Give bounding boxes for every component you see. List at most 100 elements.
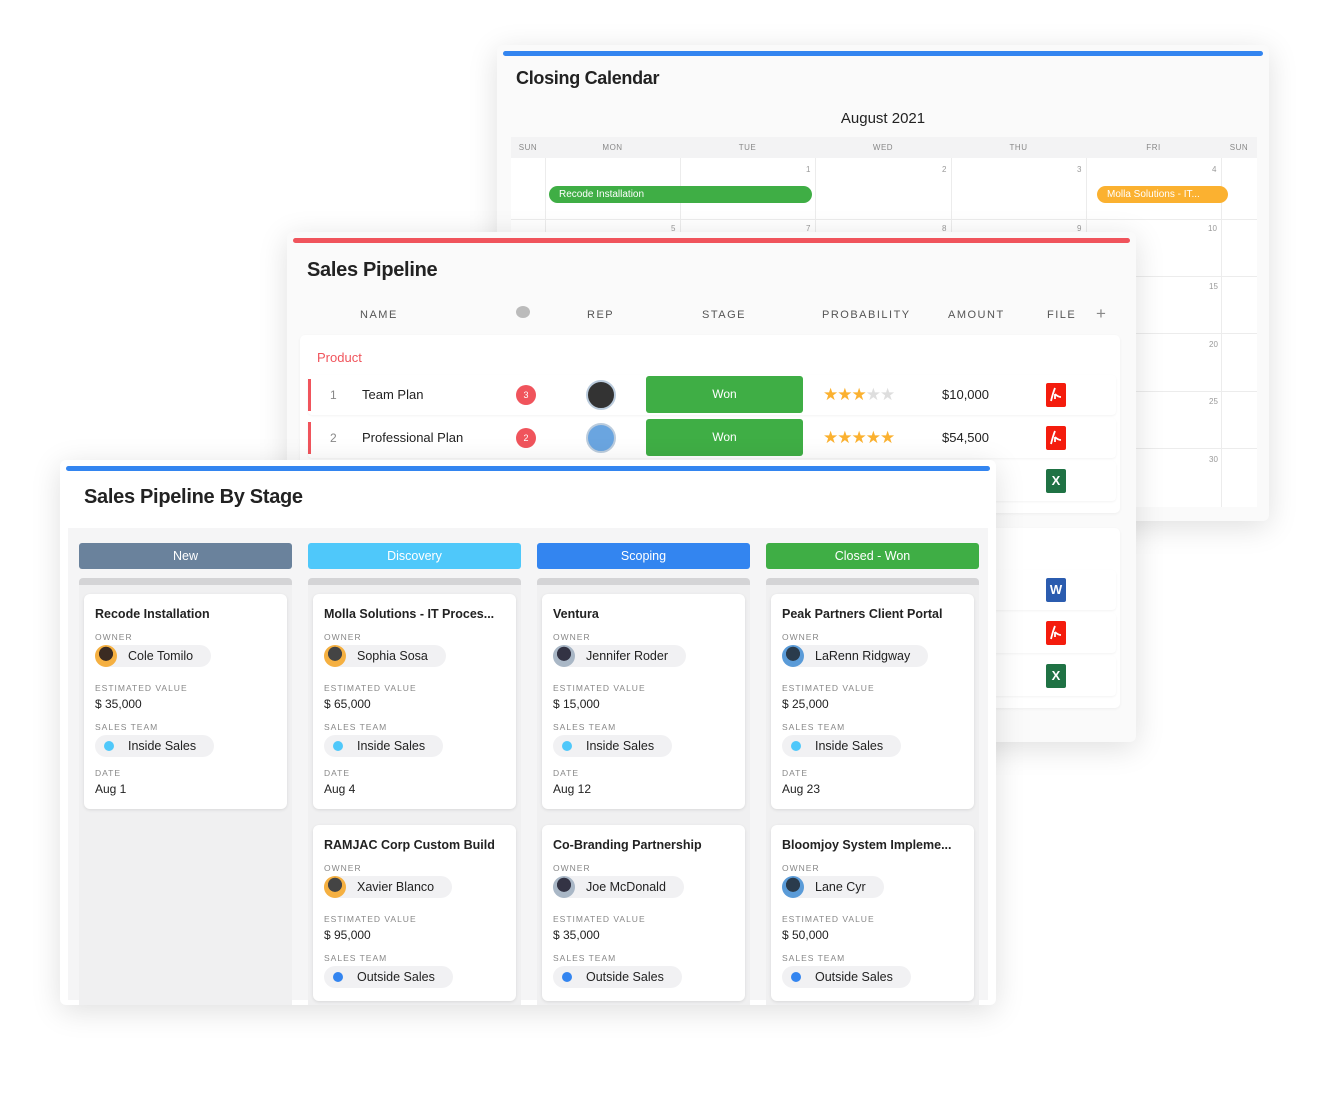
column-header-rep[interactable]: REP [587, 309, 615, 321]
deal-card[interactable]: Co-Branding Partnership OWNER Joe McDonald… [542, 825, 745, 1001]
panel-title: Sales Pipeline [307, 259, 438, 281]
group-label[interactable]: Product [317, 350, 362, 365]
excel-icon[interactable]: X [1046, 469, 1066, 493]
avatar [324, 645, 346, 667]
owner-name: Cole Tomilo [128, 649, 194, 663]
owner-name: Xavier Blanco [357, 880, 435, 894]
column-header-stage[interactable]: STAGE [702, 309, 746, 321]
day-header: TUE [738, 143, 757, 152]
comment-count-badge[interactable]: 2 [516, 428, 536, 448]
date-number: 8 [942, 224, 947, 233]
deal-date: Aug 4 [324, 782, 356, 796]
panel-accent-bar [66, 466, 990, 471]
owner-label: OWNER [553, 632, 591, 642]
stage-lane: Peak Partners Client Portal OWNER LaRenn R… [766, 578, 979, 1005]
pdf-icon[interactable] [1046, 426, 1066, 450]
stage-column-header[interactable]: Closed - Won [766, 543, 979, 569]
team-label: SALES TEAM [553, 953, 617, 963]
add-column-icon[interactable]: + [1096, 304, 1108, 323]
estimated-value: $ 15,000 [553, 697, 600, 711]
estimated-value: $ 35,000 [553, 928, 600, 942]
deal-card[interactable]: Recode Installation OWNER Cole Tomilo ESTIM… [84, 594, 287, 809]
team-dot-icon [562, 741, 572, 751]
calendar-event[interactable]: Recode Installation [549, 186, 812, 203]
deal-date: Aug 23 [782, 782, 821, 796]
deal-card[interactable]: Bloomjoy System Impleme... OWNER Lane Cyr E… [771, 825, 974, 1001]
owner-chip[interactable]: Jennifer Roder [553, 645, 686, 667]
estimated-value: $ 25,000 [782, 697, 829, 711]
deal-card[interactable]: Peak Partners Client Portal OWNER LaRenn R… [771, 594, 974, 809]
column-header-probability[interactable]: PROBABILITY [822, 309, 911, 321]
stage-badge[interactable]: Won [646, 419, 803, 456]
grid-line [1221, 158, 1222, 507]
owner-label: OWNER [95, 632, 133, 642]
owner-name: LaRenn Ridgway [815, 649, 911, 663]
calendar-day-header: SUN MON TUE WED THU FRI SUN [511, 137, 1257, 158]
row-name[interactable]: Team Plan [362, 387, 424, 402]
star-icon: ★ [880, 428, 895, 447]
owner-chip[interactable]: Joe McDonald [553, 876, 684, 898]
owner-chip[interactable]: Cole Tomilo [95, 645, 212, 667]
owner-chip[interactable]: Lane Cyr [782, 876, 884, 898]
team-chip[interactable]: Inside Sales [553, 735, 673, 757]
value-label: ESTIMATED VALUE [782, 683, 875, 693]
column-header-name[interactable]: NAME [360, 309, 398, 321]
owner-chip[interactable]: Xavier Blanco [324, 876, 453, 898]
probability-stars[interactable]: ★★★★★ [823, 385, 895, 405]
avatar [553, 645, 575, 667]
deal-card[interactable]: Ventura OWNER Jennifer Roder ESTIMATED VALU… [542, 594, 745, 809]
team-chip[interactable]: Inside Sales [782, 735, 902, 757]
date-number: 10 [1208, 224, 1217, 233]
date-number: 1 [806, 165, 811, 174]
team-chip[interactable]: Inside Sales [324, 735, 444, 757]
team-name: Inside Sales [357, 739, 426, 753]
star-icon: ★ [865, 428, 881, 447]
table-row[interactable]: 2 Professional Plan 2 Won ★★★★★ $54,500 [308, 418, 1116, 458]
value-label: ESTIMATED VALUE [324, 683, 417, 693]
stage-column-header[interactable]: Scoping [537, 543, 750, 569]
word-icon[interactable]: W [1046, 578, 1066, 602]
star-icon: ★ [837, 428, 852, 447]
value-label: ESTIMATED VALUE [324, 914, 417, 924]
pdf-icon[interactable] [1046, 383, 1066, 407]
deal-card[interactable]: Molla Solutions - IT Proces... OWNER Sophi… [313, 594, 516, 809]
stage-column-header[interactable]: New [79, 543, 292, 569]
panel-title: Sales Pipeline By Stage [84, 486, 303, 508]
team-dot-icon [791, 741, 801, 751]
owner-chip[interactable]: LaRenn Ridgway [782, 645, 929, 667]
team-chip[interactable]: Inside Sales [95, 735, 215, 757]
owner-chip[interactable]: Sophia Sosa [324, 645, 446, 667]
owner-label: OWNER [324, 863, 362, 873]
estimated-value: $ 35,000 [95, 697, 142, 711]
excel-icon[interactable]: X [1046, 664, 1066, 688]
pdf-icon[interactable] [1046, 621, 1066, 645]
stage-badge[interactable]: Won [646, 376, 803, 413]
star-icon: ★ [823, 385, 838, 404]
column-header-file[interactable]: FILE [1047, 309, 1077, 321]
row-number: 2 [330, 431, 337, 445]
probability-stars[interactable]: ★★★★★ [823, 428, 895, 448]
deal-title: Peak Partners Client Portal [782, 607, 943, 621]
date-label: DATE [95, 768, 122, 778]
row-name[interactable]: Professional Plan [362, 430, 464, 445]
comment-count-badge[interactable]: 3 [516, 385, 536, 405]
day-header: WED [872, 143, 894, 152]
value-label: ESTIMATED VALUE [782, 914, 875, 924]
deal-card[interactable]: RAMJAC Corp Custom Build OWNER Xavier Blan… [313, 825, 516, 1001]
row-flag [308, 422, 311, 454]
sales-pipeline-by-stage-panel: Sales Pipeline By Stage New Recode Instal… [60, 460, 996, 1005]
stage-column-header[interactable]: Discovery [308, 543, 521, 569]
date-number: 9 [1077, 224, 1082, 233]
comments-icon[interactable] [516, 306, 530, 318]
day-header: THU [1009, 143, 1028, 152]
date-number: 2 [942, 165, 947, 174]
team-chip[interactable]: Outside Sales [324, 966, 453, 988]
team-chip[interactable]: Outside Sales [782, 966, 911, 988]
panel-accent-bar [503, 51, 1263, 56]
calendar-event[interactable]: Molla Solutions - IT... [1097, 186, 1228, 203]
deal-date: Aug 1 [95, 782, 127, 796]
team-chip[interactable]: Outside Sales [553, 966, 682, 988]
table-row[interactable]: 1 Team Plan 3 Won ★★★★★ $10,000 [308, 375, 1116, 415]
deal-title: Co-Branding Partnership [553, 838, 702, 852]
column-header-amount[interactable]: AMOUNT [948, 309, 1005, 321]
